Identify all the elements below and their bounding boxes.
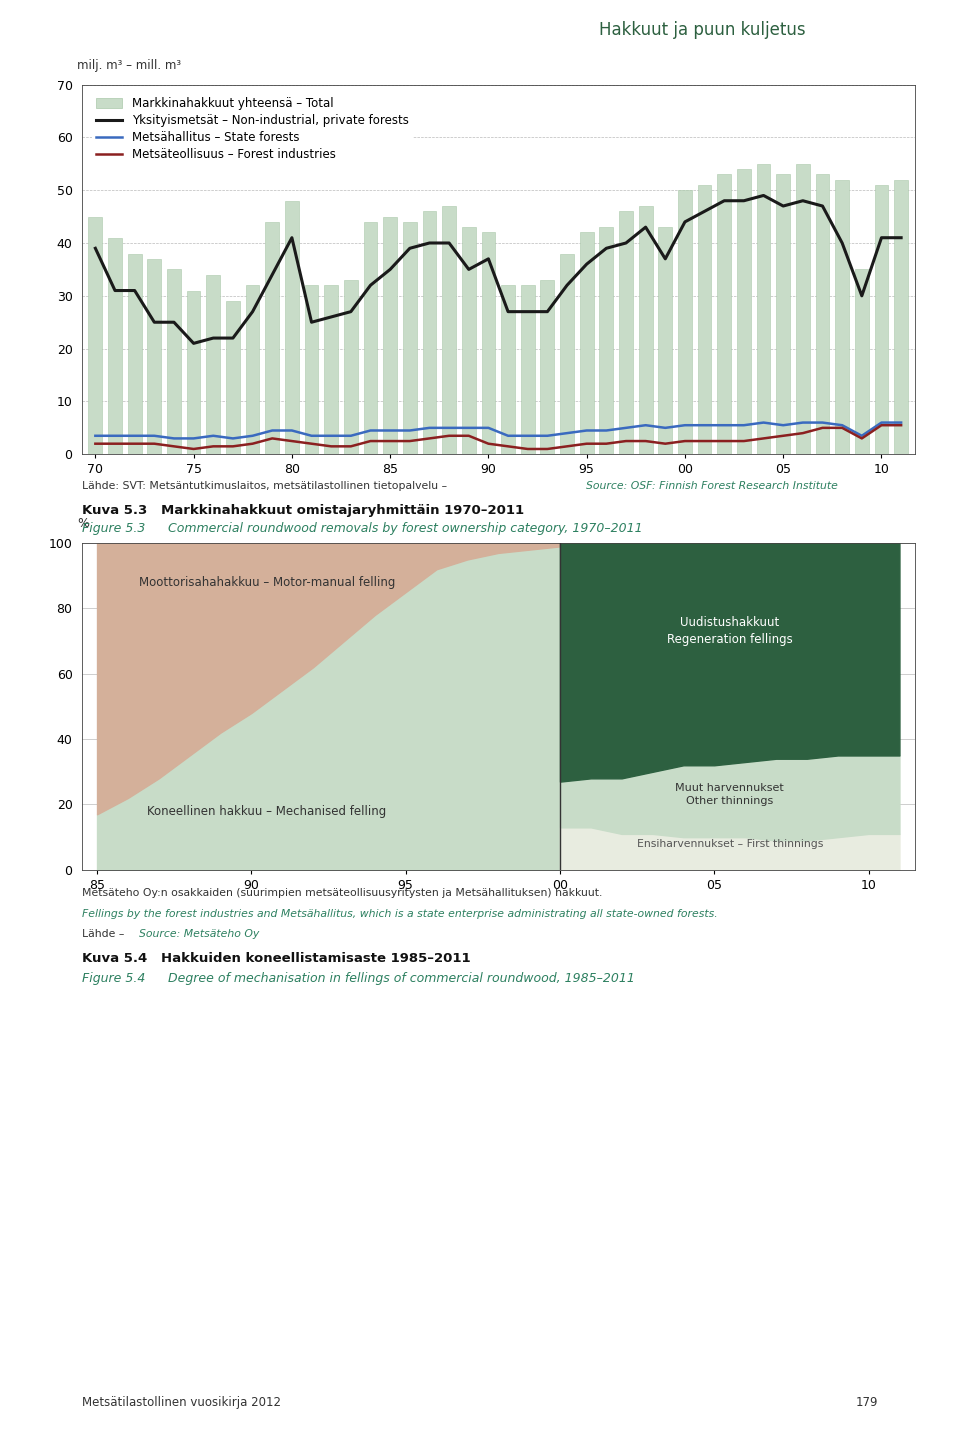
Bar: [482, 232, 495, 454]
Bar: [521, 285, 535, 454]
Text: Hakkuut ja puun kuljetus: Hakkuut ja puun kuljetus: [599, 21, 805, 39]
Bar: [796, 163, 809, 454]
Bar: [403, 222, 417, 454]
Text: Kuva 5.4: Kuva 5.4: [82, 952, 147, 964]
Bar: [88, 216, 102, 454]
Bar: [717, 175, 732, 454]
Text: 179: 179: [856, 1396, 878, 1409]
Text: Source: Metsäteho Oy: Source: Metsäteho Oy: [139, 929, 259, 939]
Bar: [462, 228, 475, 454]
Bar: [304, 285, 319, 454]
Bar: [364, 222, 377, 454]
Text: Source: OSF: Finnish Forest Research Institute: Source: OSF: Finnish Forest Research Ins…: [586, 481, 837, 492]
Bar: [816, 175, 829, 454]
Bar: [265, 222, 279, 454]
Bar: [383, 216, 397, 454]
Text: Koneellinen hakkuu – Mechanised felling: Koneellinen hakkuu – Mechanised felling: [147, 804, 386, 817]
Text: 5: 5: [881, 16, 900, 44]
Bar: [501, 285, 515, 454]
Legend: Markkinahakkuut yhteensä – Total, Yksityismetsät – Non-industrial, private fores: Markkinahakkuut yhteensä – Total, Yksity…: [91, 92, 414, 166]
Bar: [443, 206, 456, 454]
Bar: [580, 232, 593, 454]
Bar: [638, 206, 653, 454]
Text: Figure 5.4: Figure 5.4: [82, 972, 145, 984]
Bar: [678, 191, 692, 454]
Text: Metsätilastollinen vuosikirja 2012: Metsätilastollinen vuosikirja 2012: [82, 1396, 280, 1409]
Bar: [737, 169, 751, 454]
Bar: [206, 275, 220, 454]
Text: Lähde: SVT: Metsäntutkimuslaitos, metsätilastollinen tietopalvelu –: Lähde: SVT: Metsäntutkimuslaitos, metsät…: [82, 481, 450, 492]
Bar: [324, 285, 338, 454]
Text: Moottorisahahakkuu – Motor-manual felling: Moottorisahahakkuu – Motor-manual fellin…: [138, 576, 395, 589]
Text: Ensiharvennukset – First thinnings: Ensiharvennukset – First thinnings: [636, 838, 823, 848]
Bar: [108, 238, 122, 454]
Bar: [855, 269, 869, 454]
Bar: [128, 254, 141, 454]
Bar: [619, 211, 633, 454]
Text: Fellings by the forest industries and Metsähallitus, which is a state enterprise: Fellings by the forest industries and Me…: [82, 909, 717, 919]
Bar: [698, 185, 711, 454]
Bar: [246, 285, 259, 454]
Bar: [167, 269, 180, 454]
Bar: [659, 228, 672, 454]
Bar: [422, 211, 437, 454]
Bar: [148, 259, 161, 454]
Text: Hakkuiden koneellistamisaste 1985–2011: Hakkuiden koneellistamisaste 1985–2011: [161, 952, 471, 964]
Text: Figure 5.3: Figure 5.3: [82, 522, 145, 535]
Bar: [835, 179, 849, 454]
Text: %: %: [78, 517, 89, 530]
Text: Markkinahakkuut omistajaryhmittäin 1970–2011: Markkinahakkuut omistajaryhmittäin 1970–…: [161, 504, 524, 517]
Bar: [285, 201, 299, 454]
Text: Kuva 5.3: Kuva 5.3: [82, 504, 147, 517]
Bar: [895, 179, 908, 454]
Bar: [560, 254, 574, 454]
Bar: [756, 163, 771, 454]
Bar: [599, 228, 613, 454]
Bar: [187, 291, 201, 454]
Bar: [540, 279, 554, 454]
Text: Lähde –: Lähde –: [82, 929, 128, 939]
Text: milj. m³ – mill. m³: milj. m³ – mill. m³: [78, 59, 181, 72]
Bar: [875, 185, 888, 454]
Text: Muut harvennukset
Other thinnings: Muut harvennukset Other thinnings: [675, 784, 784, 805]
Text: Uudistushakkuut
Regeneration fellings: Uudistushakkuut Regeneration fellings: [667, 616, 793, 646]
Bar: [777, 175, 790, 454]
Bar: [226, 301, 240, 454]
Text: Metsäteho Oy:n osakkaiden (suurimpien metsäteollisuusyritysten ja Metsähallituks: Metsäteho Oy:n osakkaiden (suurimpien me…: [82, 888, 602, 898]
Bar: [344, 279, 358, 454]
Text: Commercial roundwood removals by forest ownership category, 1970–2011: Commercial roundwood removals by forest …: [168, 522, 642, 535]
Text: Degree of mechanisation in fellings of commercial roundwood, 1985–2011: Degree of mechanisation in fellings of c…: [168, 972, 635, 984]
